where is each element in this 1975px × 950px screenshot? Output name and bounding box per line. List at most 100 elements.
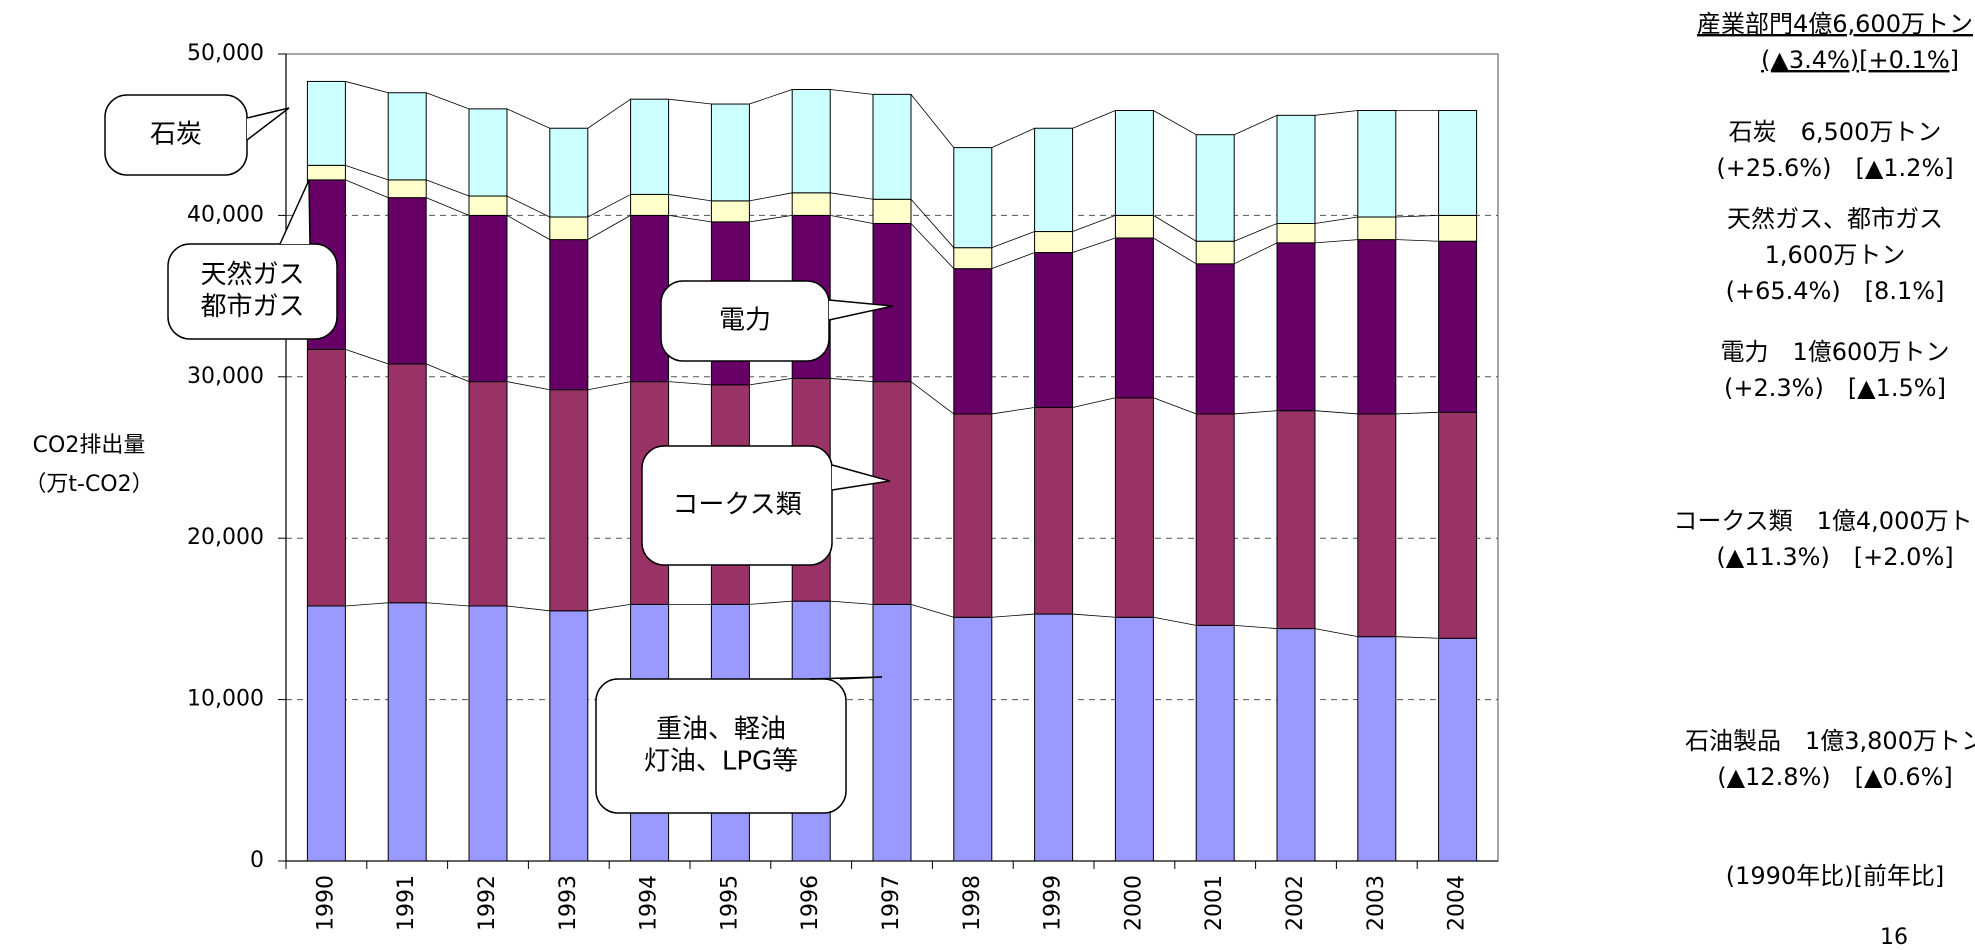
connector-line — [1234, 242, 1278, 265]
x-tick-label: 2004 — [1445, 875, 1470, 931]
bar-segment — [1276, 410, 1316, 630]
bar-segment — [630, 193, 670, 216]
x-tick-label: 1995 — [717, 875, 742, 931]
connector-line — [910, 603, 954, 618]
connector-line — [1072, 110, 1116, 129]
connector-line — [1072, 613, 1116, 618]
note-text: 石炭 6,500万トン — [1729, 118, 1942, 146]
bar-segment — [549, 389, 589, 612]
bar-segment — [468, 605, 508, 862]
note-text: 産業部門4億6,600万トン — [1697, 10, 1973, 38]
connector-line — [426, 197, 470, 216]
connector-line — [830, 378, 874, 383]
bar-segment — [306, 164, 346, 181]
x-tick-label: 2000 — [1121, 875, 1146, 931]
x-tick-label: 1991 — [394, 875, 419, 931]
connector-line — [1234, 410, 1278, 415]
callout-text: 石炭 — [150, 120, 202, 150]
callout-text: 都市ガス — [200, 292, 304, 322]
y-axis-label: （万t-CO2） — [24, 472, 153, 497]
note-text: (▲12.8%) [▲0.6%] — [1717, 763, 1953, 791]
callout-pointer-edge — [828, 299, 894, 321]
connector-line — [587, 603, 631, 612]
bar-segment — [468, 108, 508, 197]
connector-line — [749, 378, 793, 386]
bar-segment — [872, 381, 912, 605]
bar-segment — [1438, 109, 1478, 216]
connector-line — [668, 381, 712, 386]
connector-line — [587, 215, 631, 240]
connector-line — [345, 602, 389, 607]
connector-line — [426, 602, 470, 607]
connector-line — [910, 223, 955, 269]
note-text: (+25.6%) [▲1.2%] — [1716, 154, 1953, 182]
bar-segment — [1438, 637, 1478, 862]
connector-line — [345, 81, 389, 94]
connector-line — [345, 164, 389, 181]
bar-segment — [1034, 613, 1074, 862]
y-tick-label: 30,000 — [187, 364, 264, 389]
connector-line — [991, 407, 1035, 415]
bar-segment — [872, 603, 912, 862]
note-text: (1990年比)[前年比] — [1726, 862, 1945, 890]
connector-line — [749, 192, 793, 202]
callout-text: 電力 — [719, 306, 771, 336]
connector-line — [1234, 114, 1278, 136]
connector-line — [1314, 628, 1358, 638]
connector-line — [991, 613, 1035, 618]
bar-segment — [387, 602, 427, 862]
note-text: (▲3.4%)[+0.1%] — [1761, 46, 1959, 74]
callout-pointer — [832, 465, 890, 490]
connector-line — [506, 215, 550, 240]
connector-line — [1072, 397, 1116, 408]
bar-segment — [549, 610, 589, 862]
bar-segment — [1195, 134, 1235, 242]
callout-pointer-edge — [279, 179, 311, 245]
connector-line — [1153, 397, 1197, 415]
bar-segment — [1357, 216, 1397, 241]
bar-segment — [549, 239, 589, 391]
x-tick-label: 2001 — [1202, 875, 1227, 931]
bar-segment — [953, 147, 993, 249]
callout-box — [167, 243, 338, 340]
connector-line — [1314, 110, 1358, 116]
bar-segment — [1195, 413, 1235, 626]
bar-segment — [1114, 109, 1154, 216]
connector-line — [1072, 215, 1116, 232]
callout-pointer-edge — [831, 464, 891, 491]
x-tick-label: 2002 — [1283, 875, 1308, 931]
bar-segment — [953, 268, 993, 415]
note-text: 電力 1億600万トン — [1720, 338, 1949, 366]
connector-line — [506, 381, 550, 391]
bar-segment — [1195, 624, 1235, 862]
bar-segment — [1357, 636, 1397, 862]
connector-line — [1153, 237, 1197, 265]
connector-line — [587, 194, 631, 218]
connector-line — [1395, 215, 1439, 218]
x-tick-label: 1990 — [313, 875, 338, 931]
bar-segment — [1276, 628, 1316, 862]
connector-line — [991, 127, 1035, 148]
bar-segment — [1438, 214, 1478, 242]
x-tick-label: 1998 — [960, 875, 985, 931]
x-tick-label: 1999 — [1041, 875, 1066, 931]
connector-line — [830, 215, 874, 224]
y-tick-label: 0 — [250, 848, 264, 873]
bar-segment — [1438, 240, 1478, 413]
bar-segment — [549, 216, 589, 241]
bar-segment — [1276, 114, 1316, 224]
note-text: 1,600万トン — [1765, 241, 1906, 269]
connector-line — [345, 348, 389, 365]
bar-segment — [953, 616, 993, 862]
bar-segment — [1034, 252, 1074, 408]
bar-segment — [468, 195, 508, 216]
connector-line — [910, 381, 955, 415]
bar-segment — [468, 214, 508, 383]
y-axis-label: CO2排出量 — [33, 433, 146, 458]
note-text: (▲11.3%) [+2.0%] — [1716, 543, 1953, 571]
bar-segment — [306, 605, 346, 862]
bar-segment — [872, 222, 912, 383]
note-text: コークス類 1億4,000万トン — [1673, 507, 1975, 535]
note-text: (+65.4%) [8.1%] — [1726, 277, 1945, 305]
